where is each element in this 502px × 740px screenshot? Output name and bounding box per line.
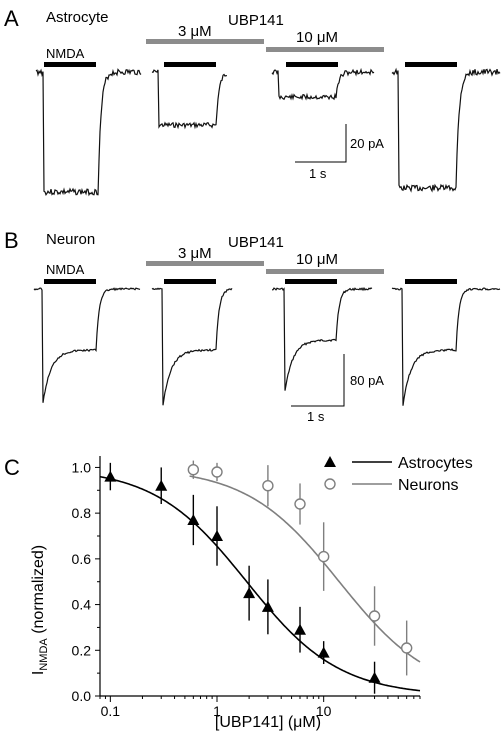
panel-b-agonist-bar-2 — [164, 279, 216, 284]
panel-b-scale-bar — [291, 354, 345, 407]
panel-b-agonist-bar-3 — [285, 279, 337, 284]
legend-label: Neurons — [398, 477, 458, 494]
y-tick-label: 0.2 — [72, 642, 92, 658]
y-axis-label-rest: (normalized) — [30, 545, 47, 638]
data-point-triangle — [261, 600, 274, 612]
y-tick-label: 1.0 — [72, 459, 92, 475]
panel-a-trace-control — [35, 68, 142, 197]
panel-a-scale-current: 20 pA — [350, 136, 384, 151]
panel-b: B Neuron UBP141 3 μM 10 μM NMDA 80 pA 1 … — [4, 228, 501, 424]
x-axis-label: [UBP141] (μM) — [215, 714, 321, 731]
panel-b-scale-current: 80 pA — [350, 373, 384, 388]
data-point-triangle — [187, 514, 200, 525]
panel-b-trace-control — [33, 287, 141, 403]
panel-b-agonist-bar-1 — [44, 279, 96, 284]
panel-a-scale-bar — [295, 124, 347, 163]
data-point-triangle — [317, 646, 330, 658]
data-point-circle — [294, 498, 306, 510]
panel-b-scale-time: 1 s — [307, 409, 325, 424]
panel-b-conc-2: 10 μM — [296, 251, 338, 268]
panel-b-conc-1: 3 μM — [178, 245, 212, 262]
data-point-triangle — [368, 671, 381, 683]
panel-a-conc-2: 10 μM — [296, 29, 338, 46]
panel-b-cell-label: Neuron — [46, 231, 95, 248]
panel-b-drug-bar-1 — [146, 261, 264, 266]
y-axis-label-main: I — [30, 671, 47, 675]
x-tick-label: 0.1 — [101, 703, 121, 719]
data-point-triangle — [243, 587, 256, 599]
y-tick-label: 0.0 — [72, 688, 92, 704]
x-tick-label: 10 — [316, 703, 332, 719]
x-tick-label: 1 — [213, 703, 221, 719]
panel-a-trace-wash — [391, 67, 501, 193]
data-point-triangle — [104, 470, 117, 482]
y-tick-label: 0.6 — [72, 551, 92, 567]
panel-a-agonist-bar-2 — [164, 62, 216, 67]
data-point-circle — [368, 610, 381, 622]
y-tick-label: 0.4 — [72, 597, 92, 613]
panel-a-drug-bar-2 — [266, 47, 384, 52]
panel-a: A Astrocyte UBP141 3 μM 10 μM NMDA 20 pA… — [4, 6, 501, 197]
panel-a-agonist-label: NMDA — [46, 46, 85, 61]
panel-a-letter: A — [4, 6, 19, 31]
panel-b-agonist-bar-4 — [405, 279, 457, 284]
legend-marker-triangle — [324, 456, 336, 467]
panel-a-agonist-bar-4 — [405, 62, 457, 67]
data-point-circle — [262, 480, 274, 492]
data-point-triangle — [211, 530, 224, 541]
fit-curve-astrocytes — [99, 475, 421, 692]
data-point-circle — [400, 642, 413, 654]
panel-c: C INMDA (normalized) [UBP141] (μM) 0.00.… — [4, 455, 473, 731]
panel-a-trace-3um — [151, 69, 227, 130]
panel-b-agonist-label: NMDA — [46, 262, 85, 277]
panel-c-letter: C — [4, 455, 20, 480]
fit-curve-neurons — [189, 475, 421, 663]
panel-b-trace-3um — [151, 287, 233, 406]
panel-a-conc-1: 3 μM — [178, 23, 212, 40]
data-point-circle — [211, 466, 223, 478]
panel-b-letter: B — [4, 228, 19, 253]
plot-area: 0.0 0.2 0.4 0.6 0.8 1.0 0.1 1 10 Astrocytes Neuron… — [72, 455, 473, 719]
panel-b-trace-10um — [272, 286, 373, 391]
panel-a-agonist-bar-1 — [44, 62, 96, 67]
panel-a-drug-bar-1 — [146, 39, 264, 44]
panel-a-agonist-bar-3 — [286, 62, 338, 67]
panel-b-trace-wash — [391, 287, 501, 406]
y-axis-label-sub: NMDA — [38, 638, 50, 671]
panel-a-drug-label: UBP141 — [228, 12, 284, 29]
legend-label: Astrocytes — [398, 455, 473, 472]
legend-marker-circle — [324, 478, 336, 490]
data-point-triangle — [155, 479, 168, 491]
y-tick-label: 0.8 — [72, 505, 92, 521]
panel-b-drug-bar-2 — [266, 269, 384, 274]
panel-b-drug-label: UBP141 — [228, 234, 284, 251]
data-point-circle — [187, 464, 200, 476]
panel-a-cell-label: Astrocyte — [46, 9, 109, 26]
panel-a-scale-time: 1 s — [309, 166, 327, 181]
data-point-triangle — [294, 623, 307, 635]
panel-a-trace-10um — [271, 67, 375, 101]
data-point-circle — [317, 550, 330, 563]
y-axis-label: INMDA (normalized) — [30, 545, 50, 675]
